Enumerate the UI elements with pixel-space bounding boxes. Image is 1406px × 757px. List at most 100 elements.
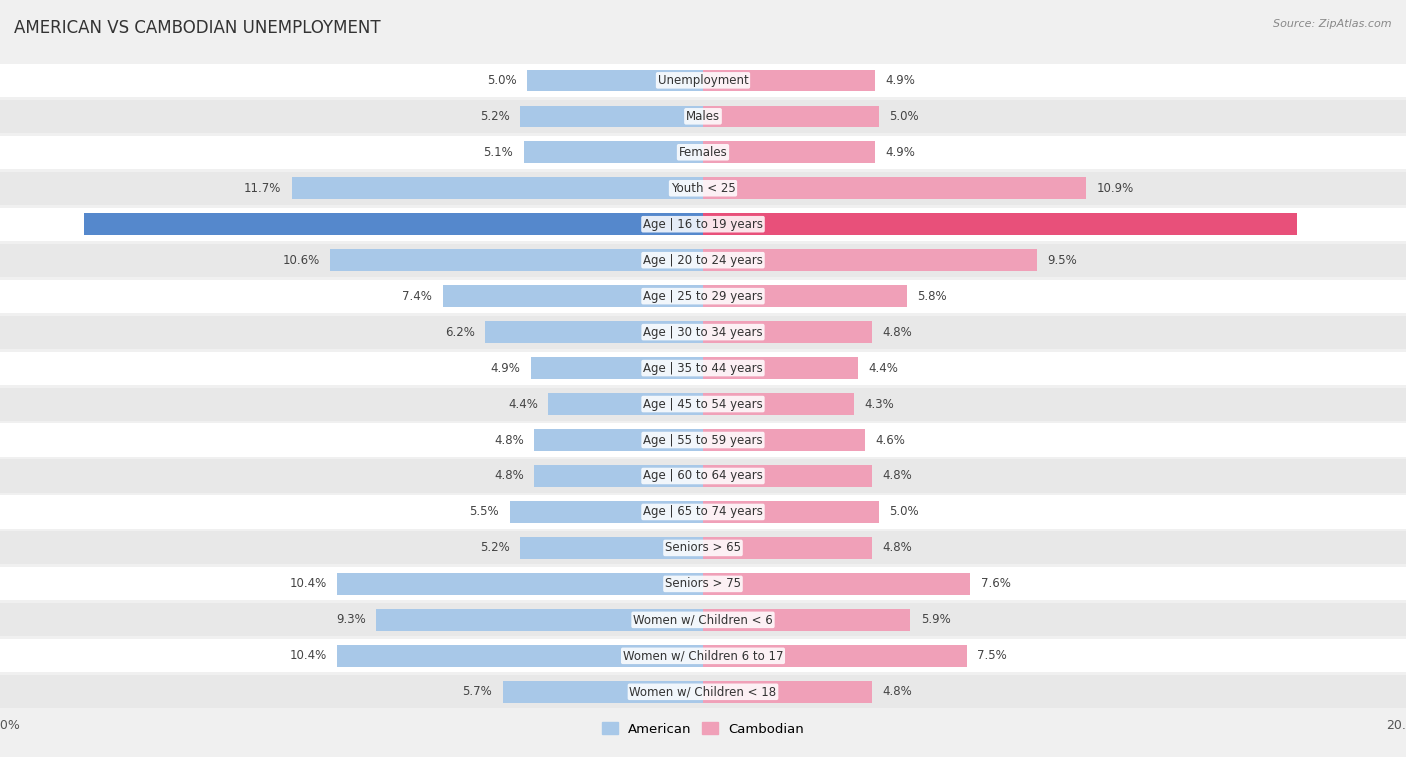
Bar xyxy=(703,177,1087,199)
Bar xyxy=(337,645,703,667)
Text: 5.5%: 5.5% xyxy=(470,506,499,519)
Text: 16.9%: 16.9% xyxy=(1308,218,1348,231)
Bar xyxy=(703,394,855,415)
Text: 4.9%: 4.9% xyxy=(491,362,520,375)
Text: 17.6%: 17.6% xyxy=(32,218,73,231)
Text: Age | 35 to 44 years: Age | 35 to 44 years xyxy=(643,362,763,375)
Bar xyxy=(531,357,703,378)
Text: 5.2%: 5.2% xyxy=(479,541,510,554)
Text: 10.9%: 10.9% xyxy=(1097,182,1133,195)
Bar xyxy=(443,285,703,307)
Bar xyxy=(0,459,1406,493)
Bar xyxy=(703,105,879,127)
Bar xyxy=(703,249,1038,271)
Bar xyxy=(703,466,872,487)
Text: 4.8%: 4.8% xyxy=(883,469,912,482)
Bar xyxy=(0,423,1406,456)
Bar xyxy=(703,645,967,667)
Bar xyxy=(703,285,907,307)
Bar xyxy=(703,429,865,451)
Legend: American, Cambodian: American, Cambodian xyxy=(596,717,810,741)
Text: 5.0%: 5.0% xyxy=(889,506,920,519)
Bar xyxy=(524,142,703,163)
Text: Males: Males xyxy=(686,110,720,123)
Bar xyxy=(0,388,1406,421)
Bar xyxy=(0,64,1406,97)
Bar xyxy=(703,573,970,595)
Text: Women w/ Children < 18: Women w/ Children < 18 xyxy=(630,685,776,698)
Text: Source: ZipAtlas.com: Source: ZipAtlas.com xyxy=(1274,19,1392,29)
Text: Age | 16 to 19 years: Age | 16 to 19 years xyxy=(643,218,763,231)
Text: Youth < 25: Youth < 25 xyxy=(671,182,735,195)
Bar xyxy=(485,321,703,343)
Bar xyxy=(0,675,1406,709)
Text: Age | 65 to 74 years: Age | 65 to 74 years xyxy=(643,506,763,519)
Bar xyxy=(510,501,703,523)
Text: 5.8%: 5.8% xyxy=(917,290,948,303)
Text: 5.2%: 5.2% xyxy=(479,110,510,123)
Text: Women w/ Children < 6: Women w/ Children < 6 xyxy=(633,613,773,626)
Text: Unemployment: Unemployment xyxy=(658,74,748,87)
Bar xyxy=(703,142,875,163)
Text: Age | 25 to 29 years: Age | 25 to 29 years xyxy=(643,290,763,303)
Bar xyxy=(503,681,703,702)
Text: 9.5%: 9.5% xyxy=(1047,254,1077,266)
Text: Age | 45 to 54 years: Age | 45 to 54 years xyxy=(643,397,763,410)
Text: 4.9%: 4.9% xyxy=(886,74,915,87)
Bar xyxy=(0,136,1406,169)
Text: 4.9%: 4.9% xyxy=(886,146,915,159)
Bar xyxy=(0,603,1406,637)
Text: 4.4%: 4.4% xyxy=(508,397,537,410)
Text: 10.4%: 10.4% xyxy=(290,650,326,662)
Text: 10.4%: 10.4% xyxy=(290,578,326,590)
Bar xyxy=(534,466,703,487)
Text: 4.8%: 4.8% xyxy=(883,541,912,554)
Bar xyxy=(0,639,1406,672)
Text: Age | 60 to 64 years: Age | 60 to 64 years xyxy=(643,469,763,482)
Bar xyxy=(703,537,872,559)
Text: 7.5%: 7.5% xyxy=(977,650,1007,662)
Text: 6.2%: 6.2% xyxy=(444,326,475,338)
Text: 4.8%: 4.8% xyxy=(494,434,524,447)
Text: Seniors > 75: Seniors > 75 xyxy=(665,578,741,590)
Bar xyxy=(703,70,875,91)
Text: Age | 30 to 34 years: Age | 30 to 34 years xyxy=(643,326,763,338)
Text: 4.8%: 4.8% xyxy=(883,326,912,338)
Bar xyxy=(703,501,879,523)
Bar xyxy=(703,213,1296,235)
Text: 5.9%: 5.9% xyxy=(921,613,950,626)
Bar xyxy=(0,531,1406,565)
Bar xyxy=(375,609,703,631)
Text: 9.3%: 9.3% xyxy=(336,613,366,626)
Text: 5.7%: 5.7% xyxy=(463,685,492,698)
Text: AMERICAN VS CAMBODIAN UNEMPLOYMENT: AMERICAN VS CAMBODIAN UNEMPLOYMENT xyxy=(14,19,381,37)
Text: 5.0%: 5.0% xyxy=(486,74,517,87)
Text: Seniors > 65: Seniors > 65 xyxy=(665,541,741,554)
Text: 7.6%: 7.6% xyxy=(981,578,1011,590)
Bar xyxy=(0,567,1406,600)
Bar xyxy=(548,394,703,415)
Bar xyxy=(0,351,1406,385)
Bar xyxy=(292,177,703,199)
Bar xyxy=(703,681,872,702)
Text: 11.7%: 11.7% xyxy=(243,182,281,195)
Bar xyxy=(337,573,703,595)
Bar xyxy=(84,213,703,235)
Text: 4.8%: 4.8% xyxy=(494,469,524,482)
Text: 4.4%: 4.4% xyxy=(869,362,898,375)
Text: 5.0%: 5.0% xyxy=(889,110,920,123)
Bar xyxy=(0,244,1406,277)
Bar xyxy=(0,207,1406,241)
Bar xyxy=(703,609,911,631)
Bar xyxy=(527,70,703,91)
Text: 7.4%: 7.4% xyxy=(402,290,433,303)
Text: Women w/ Children 6 to 17: Women w/ Children 6 to 17 xyxy=(623,650,783,662)
Text: Age | 55 to 59 years: Age | 55 to 59 years xyxy=(643,434,763,447)
Bar xyxy=(703,357,858,378)
Bar xyxy=(520,105,703,127)
Bar xyxy=(0,495,1406,528)
Text: Females: Females xyxy=(679,146,727,159)
Bar xyxy=(0,279,1406,313)
Text: 5.1%: 5.1% xyxy=(484,146,513,159)
Text: 4.3%: 4.3% xyxy=(865,397,894,410)
